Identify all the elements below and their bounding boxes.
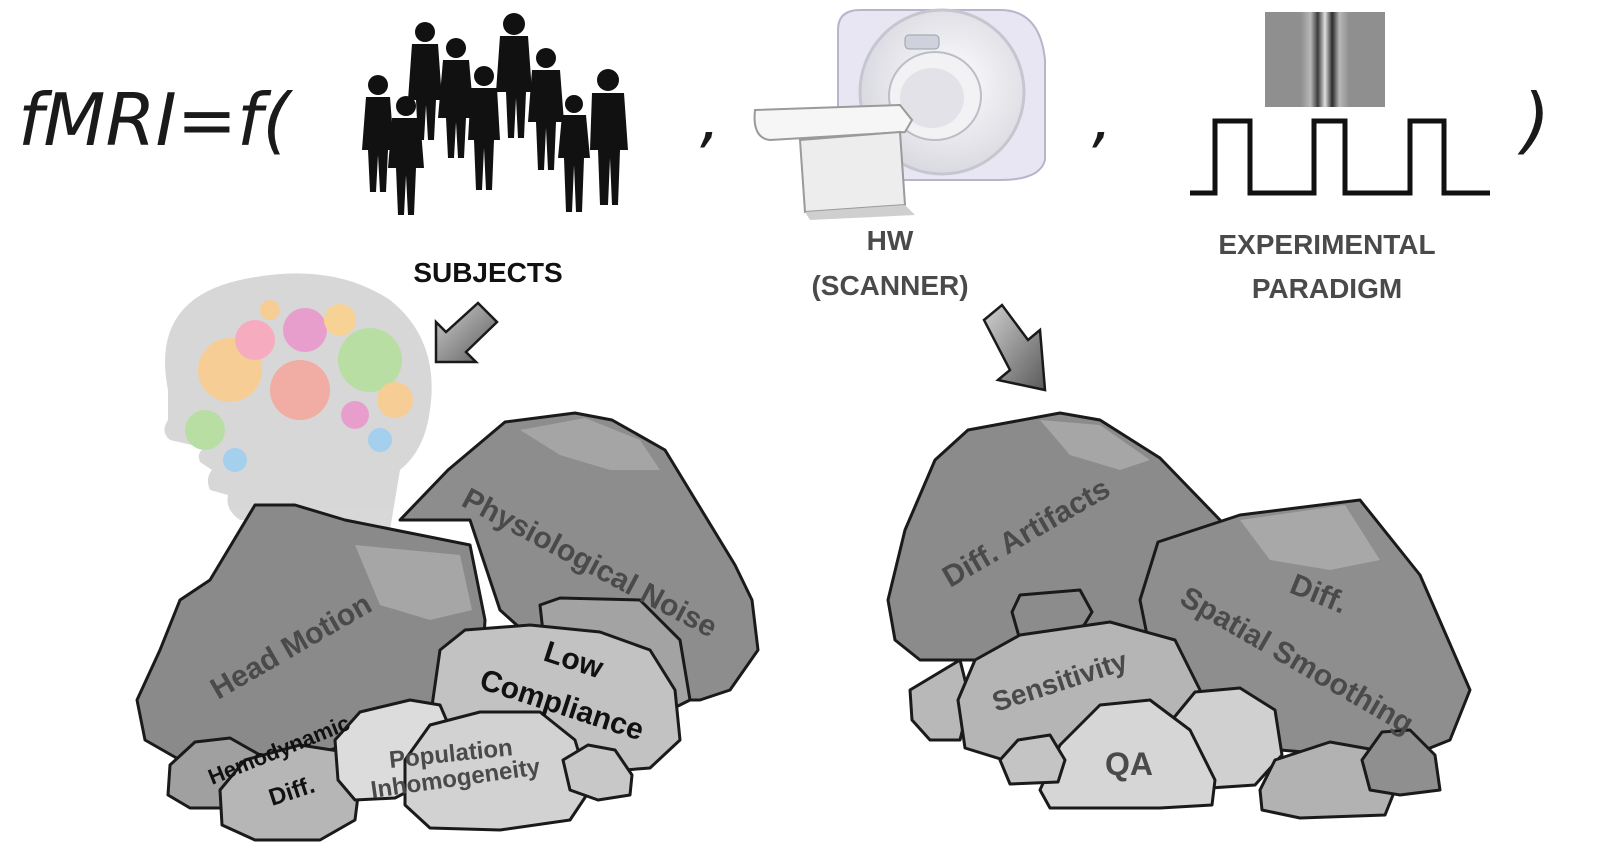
right-rock-pile (886, 411, 1472, 820)
gabor-stimulus-icon (1265, 12, 1385, 107)
paradigm-label-line2: PARADIGM (1252, 273, 1402, 304)
subjects-down-arrow-icon (434, 301, 499, 364)
rock-far-right (1360, 728, 1442, 797)
rock-diff-artifacts (886, 411, 1222, 662)
block-design-waveform (1190, 118, 1490, 196)
paradigm-label-line1: EXPERIMENTAL (1218, 229, 1435, 260)
rock-small-left (998, 733, 1067, 786)
qa-label: QA (1105, 746, 1153, 782)
rock-small-right (561, 743, 634, 802)
equation-close-paren: ) (1517, 78, 1550, 162)
rock-left-flap (908, 658, 972, 742)
left-rock-pile (135, 411, 760, 842)
rock-qa (1038, 698, 1217, 810)
equation-comma-1: , (700, 82, 720, 156)
equation-prefix: fMRI=f( (18, 78, 293, 162)
equation-comma-2: , (1092, 82, 1112, 156)
hw-label-line2: (SCANNER) (811, 270, 968, 301)
scanner-down-arrow-icon (982, 303, 1047, 392)
experimental-paradigm-icon (1190, 12, 1490, 196)
mri-scanner-icon (753, 8, 1046, 220)
subjects-silhouettes-icon (362, 13, 628, 215)
hw-label-line1: HW (867, 225, 914, 256)
subjects-label: SUBJECTS (413, 257, 562, 288)
brain-head-icon (164, 273, 432, 540)
